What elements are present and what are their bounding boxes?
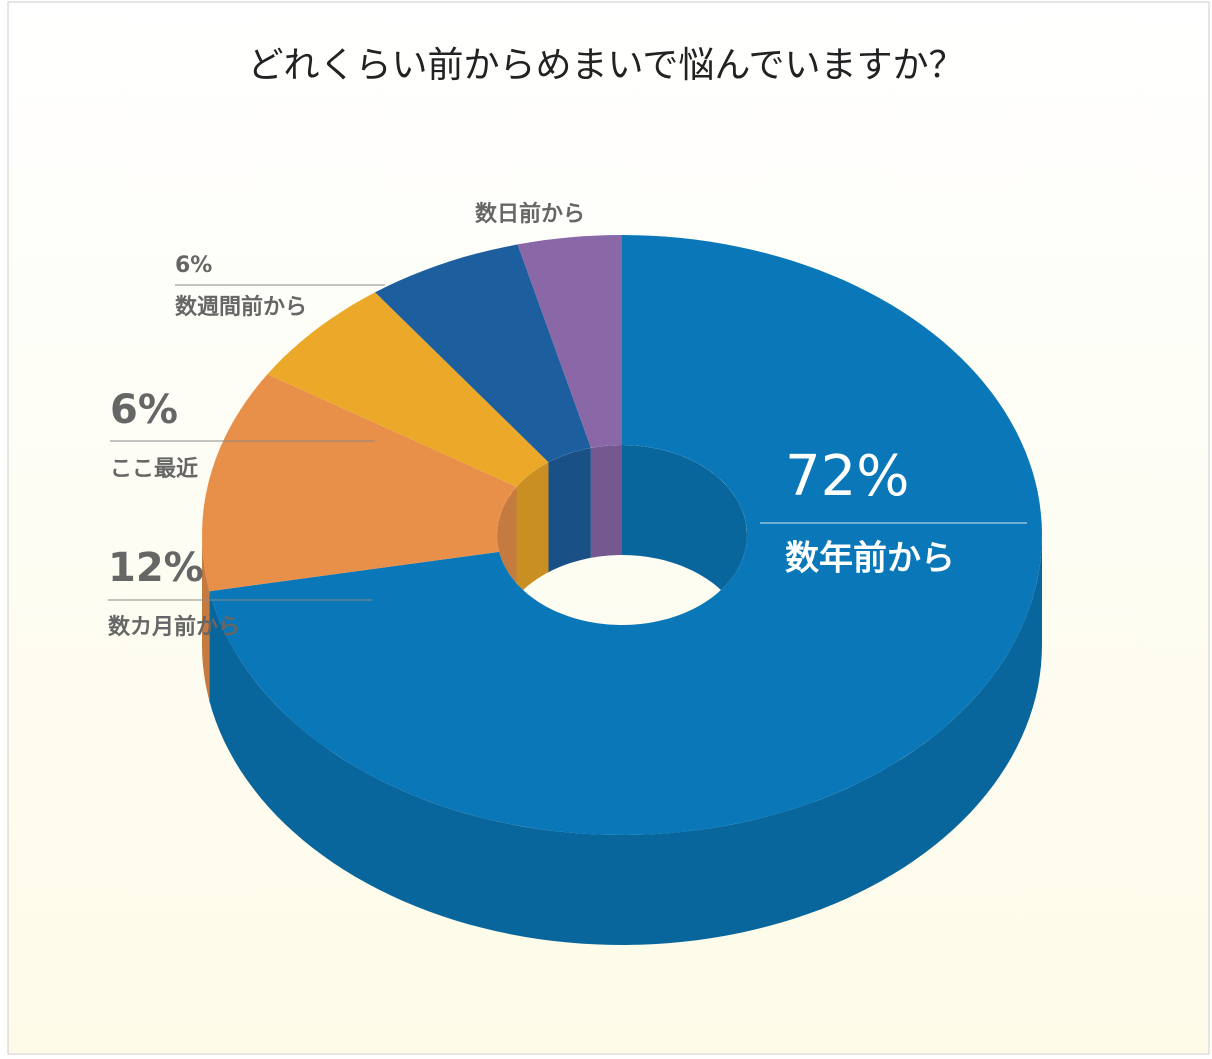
slice xyxy=(517,235,622,448)
category-label: 数日前から xyxy=(475,201,585,227)
slice-inner-wall xyxy=(548,447,591,573)
value-label: 6% xyxy=(110,387,178,433)
slice-inner-wall xyxy=(516,462,549,597)
slice xyxy=(202,374,517,592)
hole-wall xyxy=(497,445,747,625)
category-label: 数週間前から xyxy=(175,294,307,320)
value-label: 12% xyxy=(108,545,204,591)
category-label: 数年前から xyxy=(785,539,955,579)
slice-inner-wall xyxy=(622,445,747,625)
value-label: 72% xyxy=(785,444,909,509)
slice-inner-wall xyxy=(590,445,622,558)
slice xyxy=(375,244,591,463)
slice-side xyxy=(209,535,1042,945)
slice-side xyxy=(202,535,210,702)
value-label: 6% xyxy=(175,253,212,278)
slice xyxy=(267,292,549,487)
category-label: 数カ月前から xyxy=(108,614,240,640)
category-label: ここ最近 xyxy=(110,456,198,482)
slice xyxy=(209,235,1042,835)
chart-title: どれくらい前からめまいで悩んでいますか？ xyxy=(247,45,964,86)
